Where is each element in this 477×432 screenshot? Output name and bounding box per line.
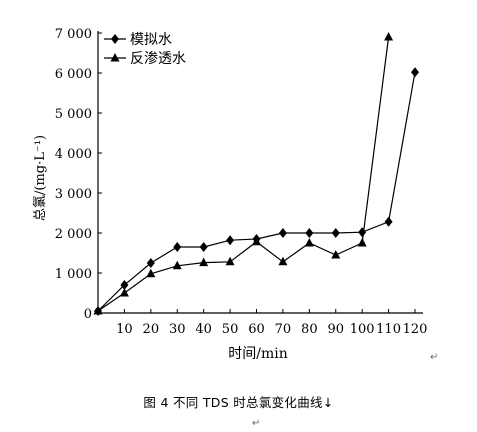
x-tick-label: 80 (301, 322, 318, 337)
data-point (278, 228, 287, 238)
data-point (146, 258, 155, 268)
data-point (305, 228, 314, 238)
y-tick-label: 1 000 (55, 267, 92, 282)
x-tick-label: 100 (350, 322, 375, 337)
data-point (119, 288, 129, 297)
x-tick-label: 70 (275, 322, 292, 337)
series-line (97, 36, 390, 312)
data-point (146, 268, 156, 278)
caption-text: 图 4 不同 TDS 时总氯变化曲线 (143, 395, 323, 410)
legend-label: 模拟水 (130, 32, 172, 48)
data-point (331, 228, 340, 238)
x-tick-label: 90 (327, 322, 344, 337)
data-point (173, 242, 182, 252)
x-tick-label: 120 (403, 322, 428, 337)
data-point (225, 256, 235, 266)
chart-series (93, 32, 419, 316)
figure-caption: 图 4 不同 TDS 时总氯变化曲线↓ (0, 392, 477, 411)
series-ro-water (93, 32, 394, 315)
data-point (199, 257, 209, 267)
data-point (93, 306, 103, 315)
legend-label: 反渗透水 (130, 51, 186, 67)
y-tick-label: 5 000 (55, 107, 92, 122)
x-tick-label: 60 (248, 322, 265, 337)
x-tick-label: 10 (116, 322, 133, 337)
y-tick-label: 4 000 (55, 147, 92, 162)
legend-marker (111, 34, 119, 44)
y-tick-label: 6 000 (55, 67, 92, 82)
x-tick-label: 50 (222, 322, 239, 337)
data-point (278, 256, 288, 266)
data-point (384, 32, 394, 41)
x-axis-label: 时间/min (228, 346, 288, 362)
data-point (199, 242, 208, 252)
data-point (120, 280, 129, 290)
data-point (384, 216, 393, 227)
x-tick-label: 110 (376, 322, 401, 337)
y-axis-label: 总氯/(mg·L⁻¹) (33, 135, 48, 221)
paragraph-mark: ↵ (252, 418, 261, 429)
data-point (357, 238, 367, 247)
x-tick-label: 30 (169, 322, 186, 337)
origin-label: 0 (84, 307, 92, 322)
data-point (411, 67, 419, 78)
y-tick-label: 2 000 (55, 227, 92, 242)
y-tick-label: 7 000 (55, 27, 92, 42)
data-point (304, 238, 314, 247)
data-point (331, 250, 341, 259)
return-mark: ↵ (430, 352, 439, 363)
x-tick-label: 40 (195, 322, 212, 337)
data-point (252, 236, 261, 246)
chart-ticks: 10 20 30 40 50 60 70 80 90 100 110 120 1 000 2 000 3 0… (55, 27, 428, 337)
legend-marker (110, 53, 120, 62)
series-simulated-water (94, 67, 419, 316)
data-point (172, 260, 182, 270)
chart: 10 20 30 40 50 60 70 80 90 100 110 120 1 000 2 000 3 0… (33, 27, 428, 362)
data-point (358, 227, 367, 238)
caption-mark: ↓ (322, 395, 334, 410)
series-line (97, 72, 416, 312)
x-tick-label: 20 (143, 322, 160, 337)
chart-axes (97, 31, 423, 314)
y-tick-label: 3 000 (55, 187, 92, 202)
data-point (226, 235, 235, 246)
